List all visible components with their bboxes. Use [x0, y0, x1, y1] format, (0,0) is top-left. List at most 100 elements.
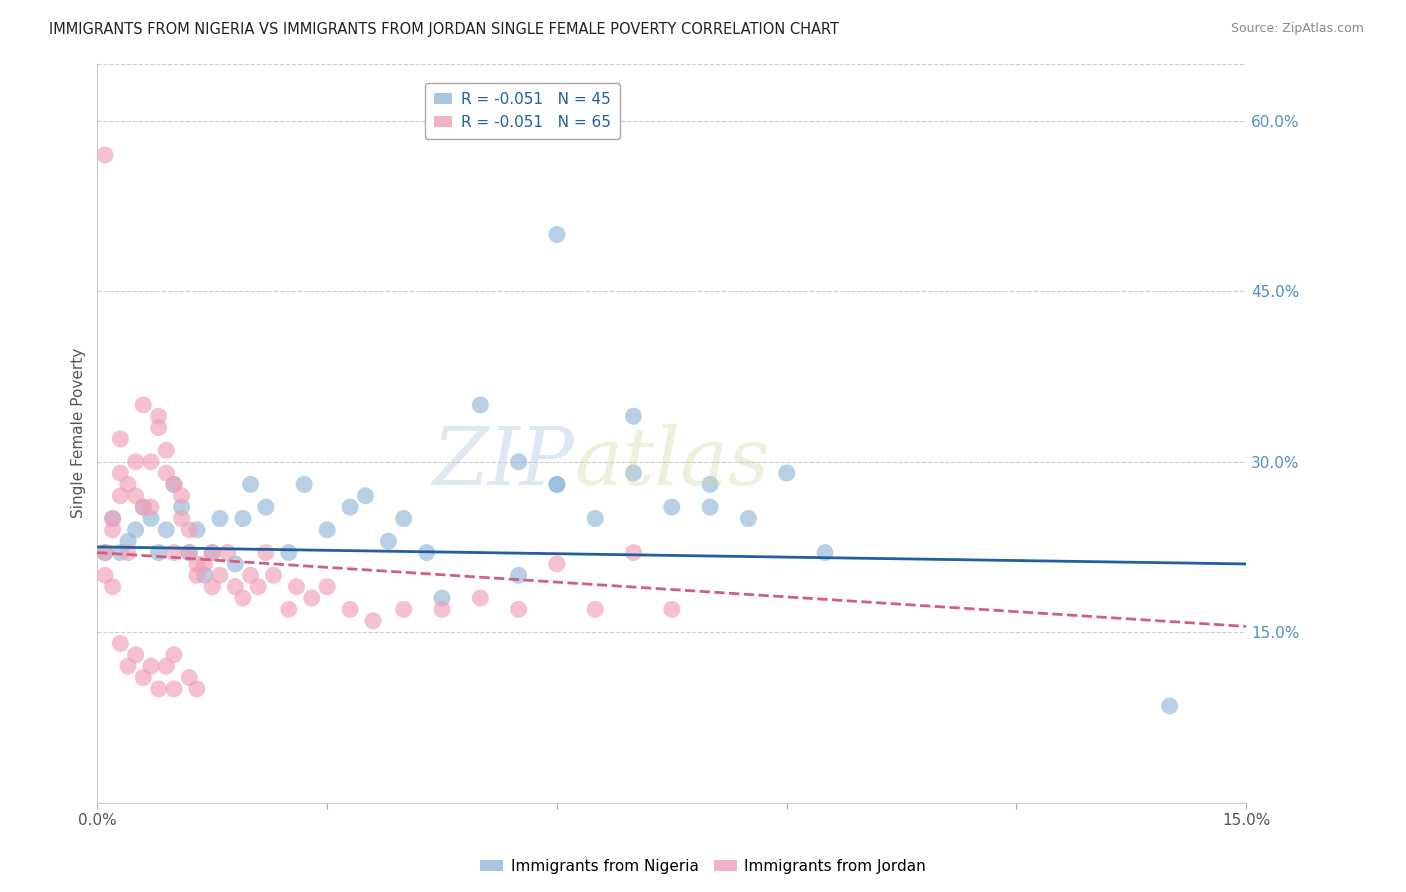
Point — [110, 545, 132, 559]
Point — [163, 648, 186, 662]
Point — [239, 477, 262, 491]
Point — [179, 523, 201, 537]
Point — [224, 557, 246, 571]
Point — [124, 523, 146, 537]
Point — [155, 443, 177, 458]
Point — [110, 489, 132, 503]
Point — [110, 466, 132, 480]
Point — [148, 409, 170, 424]
Point — [208, 511, 231, 525]
Point — [776, 466, 799, 480]
Point — [232, 511, 254, 525]
Text: atlas: atlas — [574, 424, 769, 501]
Point — [583, 511, 606, 525]
Point — [163, 477, 186, 491]
Point — [132, 398, 155, 412]
Point — [163, 681, 186, 696]
Point — [285, 580, 308, 594]
Point — [139, 659, 162, 673]
Point — [263, 568, 285, 582]
Point — [117, 659, 139, 673]
Point — [508, 455, 530, 469]
Point — [186, 557, 208, 571]
Point — [661, 602, 683, 616]
Point — [101, 511, 124, 525]
Point — [508, 568, 530, 582]
Point — [292, 477, 315, 491]
Point — [155, 659, 177, 673]
Point — [361, 614, 384, 628]
Point — [301, 591, 323, 605]
Point — [217, 545, 239, 559]
Point — [170, 500, 193, 515]
Point — [94, 545, 117, 559]
Point — [194, 568, 217, 582]
Point — [201, 545, 224, 559]
Point — [163, 477, 186, 491]
Point — [339, 602, 361, 616]
Point — [194, 557, 217, 571]
Point — [179, 545, 201, 559]
Point — [254, 545, 277, 559]
Point — [623, 545, 645, 559]
Point — [110, 432, 132, 446]
Text: IMMIGRANTS FROM NIGERIA VS IMMIGRANTS FROM JORDAN SINGLE FEMALE POVERTY CORRELAT: IMMIGRANTS FROM NIGERIA VS IMMIGRANTS FR… — [49, 22, 839, 37]
Point — [163, 545, 186, 559]
Point — [208, 568, 231, 582]
Legend: R = -0.051   N = 45, R = -0.051   N = 65: R = -0.051 N = 45, R = -0.051 N = 65 — [425, 83, 620, 139]
Point — [254, 500, 277, 515]
Point — [623, 466, 645, 480]
Point — [814, 545, 837, 559]
Point — [201, 545, 224, 559]
Y-axis label: Single Female Poverty: Single Female Poverty — [72, 348, 86, 518]
Point — [470, 591, 492, 605]
Point — [117, 477, 139, 491]
Point — [354, 489, 377, 503]
Point — [155, 466, 177, 480]
Point — [101, 580, 124, 594]
Point — [1159, 698, 1181, 713]
Point — [470, 398, 492, 412]
Point — [132, 671, 155, 685]
Point — [546, 477, 568, 491]
Legend: Immigrants from Nigeria, Immigrants from Jordan: Immigrants from Nigeria, Immigrants from… — [474, 853, 932, 880]
Point — [232, 591, 254, 605]
Point — [277, 602, 299, 616]
Point — [139, 511, 162, 525]
Point — [247, 580, 270, 594]
Point — [316, 580, 339, 594]
Point — [101, 523, 124, 537]
Point — [186, 681, 208, 696]
Point — [661, 500, 683, 515]
Point — [94, 148, 117, 162]
Point — [699, 477, 721, 491]
Point — [430, 602, 453, 616]
Point — [201, 580, 224, 594]
Point — [277, 545, 299, 559]
Point — [139, 500, 162, 515]
Point — [546, 477, 568, 491]
Point — [101, 511, 124, 525]
Point — [124, 648, 146, 662]
Point — [155, 523, 177, 537]
Point — [170, 489, 193, 503]
Point — [124, 489, 146, 503]
Point — [117, 545, 139, 559]
Point — [132, 500, 155, 515]
Text: Source: ZipAtlas.com: Source: ZipAtlas.com — [1230, 22, 1364, 36]
Point — [508, 602, 530, 616]
Point — [339, 500, 361, 515]
Point — [124, 455, 146, 469]
Text: ZIP: ZIP — [433, 424, 574, 501]
Point — [94, 545, 117, 559]
Point — [430, 591, 453, 605]
Point — [148, 681, 170, 696]
Point — [623, 409, 645, 424]
Point — [186, 568, 208, 582]
Point — [546, 557, 568, 571]
Point — [699, 500, 721, 515]
Point — [239, 568, 262, 582]
Point — [186, 523, 208, 537]
Point — [392, 602, 415, 616]
Point — [377, 534, 399, 549]
